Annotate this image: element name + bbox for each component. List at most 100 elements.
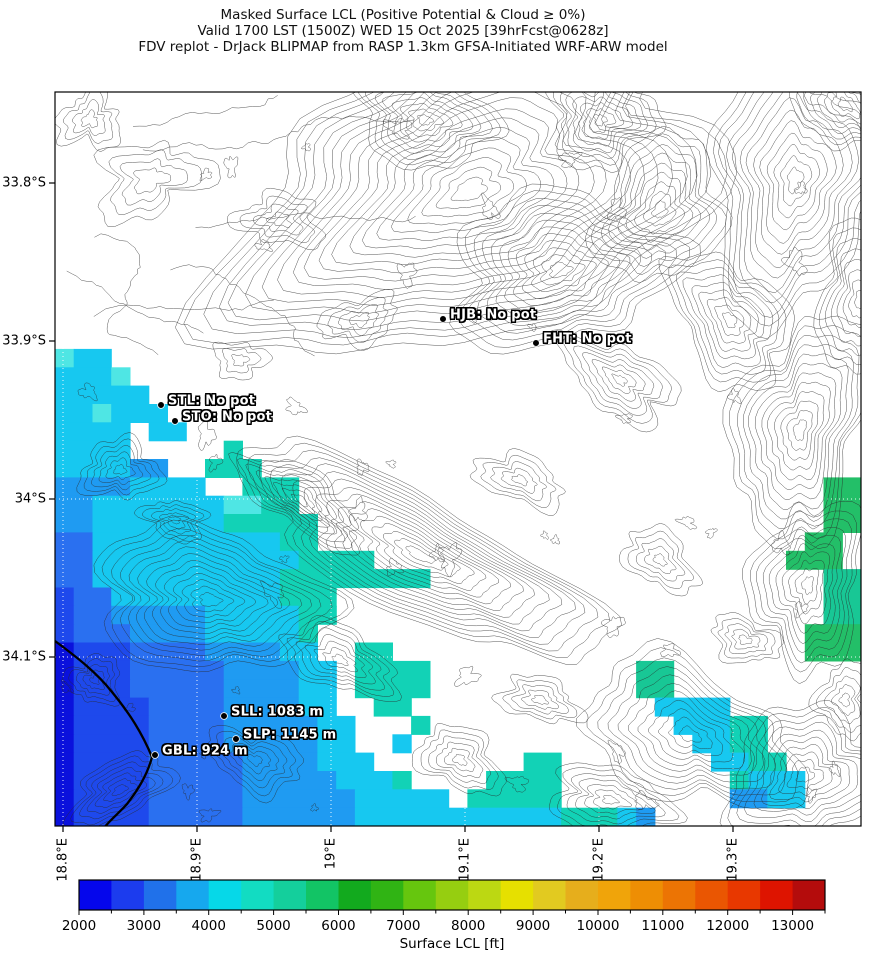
lcl-cell-run — [92, 404, 112, 423]
lcl-cell-run — [55, 404, 94, 423]
colorbar-tick-label: 13000 — [771, 918, 815, 934]
lcl-cell-run — [242, 789, 356, 809]
lcl-cell-run — [73, 715, 150, 735]
lcl-cell-run — [55, 459, 131, 478]
colorbar-segment — [273, 880, 307, 910]
lcl-cell-run — [392, 771, 412, 790]
colorbar-tick-label: 11000 — [641, 918, 685, 934]
colorbar-tick-label: 6000 — [321, 918, 356, 934]
y-tick-label: 34.1°S — [2, 649, 46, 665]
lcl-cell-run — [55, 440, 131, 460]
x-tick-label: 18.9°E — [189, 838, 205, 882]
lcl-cell-run — [354, 807, 562, 826]
station-dot-stl — [157, 401, 165, 409]
lcl-cell-run — [73, 807, 150, 826]
lcl-cell-run — [92, 569, 281, 589]
colorbar-segment — [598, 880, 631, 910]
lcl-cell-run — [636, 660, 675, 680]
lcl-cell-run — [148, 807, 243, 826]
colorbar-tick-label: 8000 — [451, 918, 486, 934]
lcl-cell-run — [55, 495, 94, 515]
lcl-cell-run — [130, 679, 225, 699]
lcl-cell-run — [223, 679, 300, 699]
lcl-cell-run — [729, 789, 768, 809]
lcl-cell-run — [111, 587, 281, 607]
terrain-contours — [55, 92, 861, 826]
lcl-cell-run — [354, 679, 431, 699]
station-label-fht: FHT: No pot — [543, 331, 632, 347]
lcl-cell-run — [317, 752, 375, 772]
title-line-2: Valid 1700 LST (1500Z) WED 15 Oct 2025 [… — [197, 23, 609, 39]
lcl-cell-run — [55, 605, 75, 625]
lcl-cell-run — [673, 715, 731, 735]
lcl-cell-run — [55, 624, 75, 644]
lcl-cell-run — [130, 459, 169, 478]
colorbar-segment — [370, 880, 404, 910]
station-label-hjb: HJB: No pot — [450, 307, 537, 323]
lcl-cell-run — [55, 752, 75, 772]
colorbar-segment — [143, 880, 177, 910]
station-dot-hjb — [439, 315, 447, 323]
colorbar-border — [78, 879, 826, 911]
lcl-cell-run — [298, 605, 337, 625]
lcl-cell-run — [223, 660, 300, 680]
colorbar-segment — [727, 880, 761, 910]
lcl-cell-run — [130, 477, 206, 497]
lcl-cell-run — [55, 697, 75, 717]
lcl-cell-run — [55, 569, 94, 589]
colorbar-segment — [435, 880, 469, 910]
colorbar-tick-label: 4000 — [191, 918, 226, 934]
lcl-cell-run — [111, 367, 131, 387]
lcl-cell-run — [73, 587, 112, 607]
colorbar-segment — [500, 880, 534, 910]
lcl-cell-run — [73, 697, 150, 717]
lcl-cell-run — [317, 734, 356, 754]
colorbar-segment — [111, 880, 145, 910]
station-label-slp: SLP: 1145 m — [243, 727, 337, 743]
x-tick-label: 19.3°E — [725, 838, 741, 882]
station-dot-sll — [220, 712, 228, 720]
lcl-cell-run — [223, 715, 318, 735]
colorbar-segment — [241, 880, 275, 910]
lcl-cell-run — [823, 605, 861, 625]
lcl-cell-run — [73, 679, 131, 699]
colorbar-segment — [760, 880, 793, 910]
station-label-gbl: GBL: 924 m — [162, 743, 248, 759]
lcl-field — [55, 348, 861, 826]
lcl-cell-run — [223, 514, 318, 533]
lcl-cell-run — [92, 550, 206, 570]
station-dot-sto — [171, 417, 179, 425]
title-line-3: FDV replot - DrJack BLIPMAP from RASP 1.… — [138, 39, 668, 55]
lcl-cell-run — [373, 697, 412, 717]
station-label-sto: STO: No pot — [182, 409, 272, 425]
lcl-cell-run — [55, 514, 94, 533]
lcl-cell-run — [242, 752, 318, 772]
colorbar-segment — [403, 880, 437, 910]
lcl-cell-run — [92, 495, 225, 515]
colorbar-segment — [565, 880, 599, 910]
lcl-cell-run — [205, 459, 262, 478]
lcl-cell-run — [411, 715, 431, 735]
lcl-cell-run — [223, 734, 318, 754]
lcl-cell-run — [55, 367, 112, 387]
colorbar-segment — [79, 880, 112, 910]
station-label-stl: STL: No pot — [168, 393, 256, 409]
lcl-cell-run — [55, 789, 75, 809]
lcl-cell-run — [55, 477, 131, 497]
lcl-cell-run — [636, 679, 675, 699]
lcl-cell-run — [55, 550, 94, 570]
lcl-cell-run — [804, 624, 861, 644]
lcl-cell-run — [55, 385, 150, 405]
lcl-cell-run — [523, 752, 562, 772]
colorbar-segment — [208, 880, 242, 910]
lcl-cell-run — [279, 532, 318, 552]
lcl-cell-run — [729, 715, 768, 735]
lcl-cell-run — [205, 532, 281, 552]
colorbar-tick-label: 2000 — [61, 918, 97, 934]
lcl-cell-run — [92, 532, 206, 552]
x-tick-label: 19°E — [323, 838, 339, 870]
station-dot-slp — [232, 735, 240, 743]
lcl-cell-run — [55, 422, 131, 442]
lcl-cell-run — [111, 605, 206, 625]
